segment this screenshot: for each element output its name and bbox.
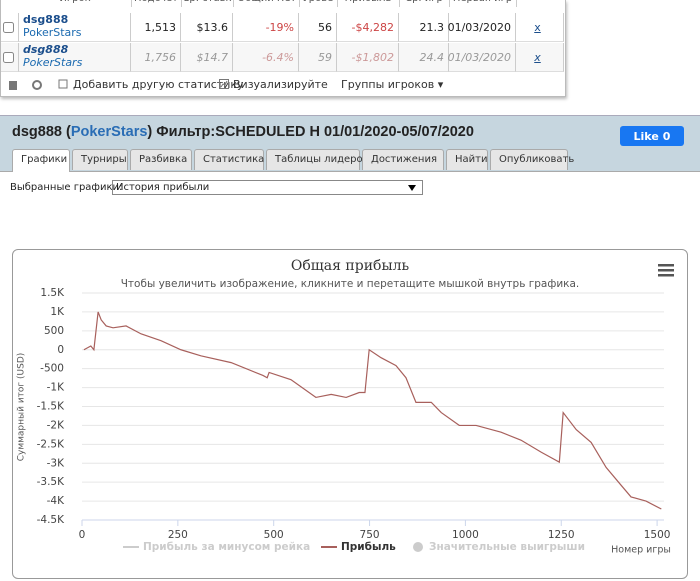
stats-panel: ИгрокПодсчетСр. ставкОбщий ROIУровеПрибы…	[0, 0, 566, 97]
checkbox[interactable]	[3, 51, 14, 63]
y-tick-label: -3K	[47, 457, 65, 469]
column-header: Подсчет	[131, 0, 182, 7]
table-cell: -19%	[233, 13, 299, 42]
column-header: Игрок	[19, 0, 132, 7]
y-tick-label: 1.5K	[40, 287, 65, 299]
player-name[interactable]: dsg888	[23, 13, 69, 26]
tab[interactable]: Графики	[12, 149, 70, 172]
table-cell: 59	[299, 43, 337, 72]
y-axis-label: Суммарный итог (USD)	[17, 353, 27, 462]
chart-subtitle: Чтобы увеличить изображение, кликните и …	[121, 278, 580, 290]
chart-box: Общая прибыль Чтобы увеличить изображени…	[12, 249, 688, 579]
legend-item[interactable]: Прибыль	[321, 541, 396, 553]
player-cell: dsg888 PokerStars	[19, 43, 131, 72]
toolbar-button[interactable]: Группы игроков ▾	[341, 78, 444, 91]
legend-item[interactable]: Прибыль за минусом рейка	[123, 541, 310, 553]
table-cell: $13.6	[181, 13, 233, 42]
toolbar-button[interactable]: Добавить другую статистику	[73, 78, 244, 91]
chart-icon	[219, 79, 229, 89]
remove-link[interactable]: x	[516, 13, 564, 42]
tab[interactable]: Опубликовать	[490, 149, 574, 170]
legend-label: Прибыль	[341, 541, 396, 553]
legend-symbol	[413, 542, 423, 552]
y-tick-label: -1K	[47, 382, 65, 394]
table-cell: 01/03/2020	[448, 13, 516, 42]
player-name[interactable]: dsg888	[23, 43, 69, 56]
y-tick-label: -1.5K	[37, 401, 65, 413]
column-header: Урове	[299, 0, 338, 7]
title-site[interactable]: PokerStars	[70, 124, 148, 140]
tab[interactable]: Достижения	[362, 149, 444, 170]
y-tick-label: -2.5K	[37, 438, 65, 450]
legend-label: Значительные выигрыши	[429, 541, 585, 553]
table-cell: -6.4%	[233, 43, 299, 72]
title-player: dsg888 (	[12, 124, 71, 140]
y-tick-label: 500	[44, 325, 64, 337]
x-tick-label: 0	[79, 529, 86, 541]
y-tick-label: -4K	[47, 495, 65, 507]
table-cell: 1,756	[131, 43, 181, 72]
toolbar-icons	[9, 79, 68, 90]
chart-title: Общая прибыль	[291, 258, 410, 274]
legend-label: Прибыль за минусом рейка	[143, 541, 310, 553]
player-site[interactable]: PokerStars	[23, 26, 82, 39]
panel-title: dsg888 (PokerStars) Фильтр:SCHEDULED H 0…	[12, 124, 474, 140]
y-tick-label: 0	[57, 344, 64, 356]
like-label: Like	[633, 129, 659, 143]
selector-value: История прибыли	[116, 182, 210, 193]
x-tick-label: 750	[360, 529, 380, 541]
menu-icon[interactable]	[658, 264, 674, 277]
tab[interactable]: Найти	[446, 149, 488, 170]
row-checkbox[interactable]	[1, 43, 19, 72]
line-series	[83, 311, 662, 510]
y-tick-label: -500	[40, 363, 64, 375]
column-header: Первая игр	[449, 0, 517, 7]
x-tick-label: 1000	[452, 529, 479, 541]
x-tick-label: 1500	[644, 529, 671, 541]
toolbar-button[interactable]: Визуализируйте	[233, 78, 328, 91]
checkbox[interactable]	[3, 21, 14, 33]
table-cell: 21.3	[399, 13, 449, 42]
x-axis-label: Номер игры	[611, 545, 671, 556]
tab[interactable]: Турниры	[72, 149, 128, 170]
table-cell: 24.4	[399, 43, 449, 72]
x-tick-label: 500	[264, 529, 284, 541]
legend-item[interactable]: Значительные выигрыши	[413, 541, 585, 553]
tab[interactable]: Таблицы лидеров	[266, 149, 369, 170]
x-tick-label: 1250	[548, 529, 575, 541]
like-count: 0	[662, 129, 671, 143]
y-tick-label: -3.5K	[37, 476, 65, 488]
x-tick-label: 250	[168, 529, 188, 541]
table-cell: 1,513	[131, 13, 181, 42]
tab[interactable]: Разбивка	[130, 149, 192, 170]
y-tick-label: -4.5K	[37, 514, 65, 526]
dropdown-arrow	[408, 185, 416, 191]
chart: Общая прибыль Чтобы увеличить изображени…	[17, 258, 674, 556]
y-tick-label: 1K	[50, 306, 65, 318]
player-cell: dsg888 PokerStars	[19, 13, 131, 42]
title-filter: ) Фильтр:SCHEDULED H 01/01/2020-05/07/20…	[147, 124, 474, 140]
column-header: Ср. игр	[399, 0, 450, 7]
table-cell: -$4,282	[337, 13, 399, 42]
column-header: Общий ROI	[233, 0, 300, 7]
content: Выбранные графики: История прибыли Общая…	[0, 171, 700, 579]
profile-panel: dsg888 (PokerStars) Фильтр:SCHEDULED H 0…	[0, 115, 700, 579]
chart-selector[interactable]: История прибыли	[112, 180, 423, 195]
column-header: Ср. ставк	[181, 0, 234, 7]
remove-link[interactable]: x	[516, 43, 564, 72]
table-cell: -$1,802	[337, 43, 399, 72]
row-checkbox[interactable]	[1, 13, 19, 42]
table-cell: $14.7	[181, 43, 233, 72]
like-button[interactable]: Like 0	[620, 126, 684, 146]
table-cell: 01/03/2020	[448, 43, 516, 72]
selector-label: Выбранные графики:	[10, 182, 123, 193]
column-header: Прибыль	[337, 0, 400, 7]
tab[interactable]: Статистика	[194, 149, 264, 170]
player-site[interactable]: PokerStars	[23, 56, 83, 69]
table-cell: 56	[299, 13, 337, 42]
y-tick-label: -2K	[47, 419, 65, 431]
